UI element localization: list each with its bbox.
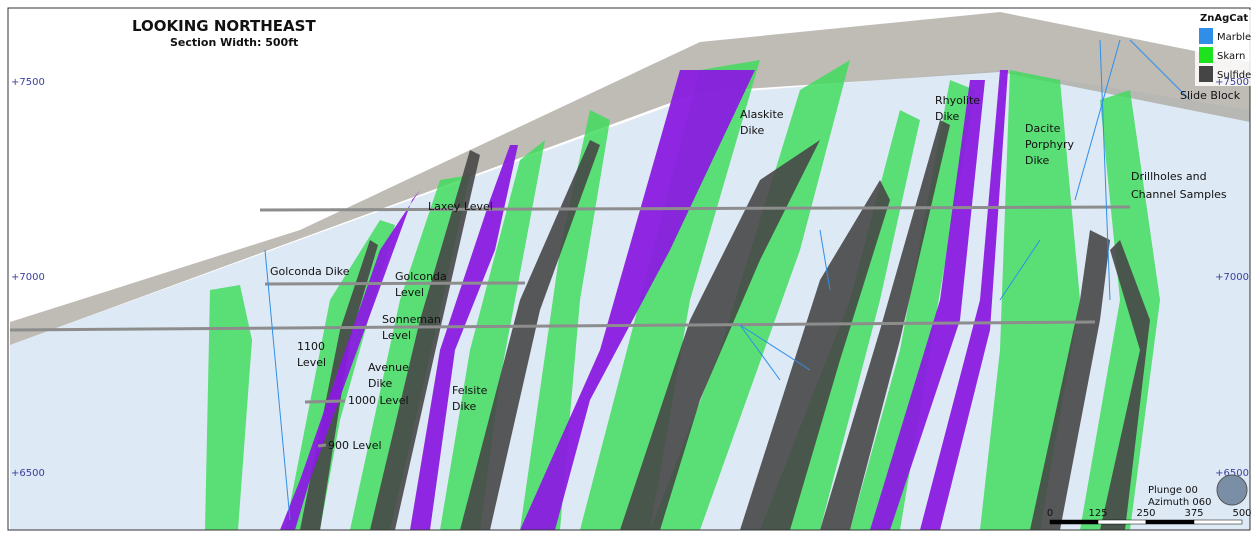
annotation: Dike: [935, 110, 960, 123]
legend-title: ZnAgCat: [1200, 13, 1248, 24]
legend-swatch: [1199, 66, 1213, 82]
annotation: 1100: [297, 340, 325, 353]
scale-segment: [1145, 519, 1195, 525]
scale-bar: 0 125 250 375 500: [1047, 508, 1252, 525]
annotation: Dacite: [1025, 122, 1061, 135]
scale-label: 375: [1184, 508, 1203, 519]
annotation: Golconda Dike: [270, 265, 350, 278]
levels: [9, 205, 1131, 448]
annotation: Dike: [740, 124, 765, 137]
annotation: 1000 Level: [348, 394, 409, 407]
frame: [7, 7, 1251, 531]
annotation: Avenue: [368, 361, 409, 374]
annotation: Rhyolite: [935, 94, 980, 107]
annotation: Drillholes and: [1131, 170, 1207, 183]
annotation: Sonneman: [382, 313, 441, 326]
annotation: Channel Samples: [1131, 188, 1227, 201]
annotation: Dike: [368, 377, 393, 390]
elevation-label: +6500: [1215, 468, 1249, 479]
legend-label: Sulfide: [1217, 70, 1251, 81]
elevation-label: +6500: [11, 468, 45, 479]
annotation: Level: [382, 329, 411, 342]
scale-label: 250: [1136, 508, 1155, 519]
compass: [1216, 474, 1248, 506]
scale-label: 0: [1047, 508, 1053, 519]
labels: Alaskite Dike Rhyolite Dike Dacite Porphyry Di…: [270, 89, 1241, 452]
annotation: Alaskite: [740, 108, 784, 121]
elevation-label: +7000: [11, 272, 45, 283]
legend-label: Marble: [1217, 32, 1251, 43]
drillholes: [264, 39, 1191, 521]
annotation: Level: [395, 286, 424, 299]
elevation-label: +7000: [1215, 272, 1249, 283]
annotation: Porphyry: [1025, 138, 1074, 151]
annotation: 900 Level: [328, 439, 382, 452]
legend-swatch: [1199, 47, 1213, 63]
elevation-label: +7500: [11, 77, 45, 88]
annotation: Dike: [452, 400, 477, 413]
legend-label: Skarn: [1217, 51, 1245, 62]
scale-segment: [1193, 519, 1243, 525]
annotation: Level: [297, 356, 326, 369]
scale-label: 500: [1232, 508, 1251, 519]
annotation: Laxey Level: [428, 200, 493, 213]
subtitle: Section Width: 500ft: [170, 36, 298, 49]
legend-items: Marble Skarn Sulfide: [1199, 28, 1251, 82]
annotation: Golconda: [395, 270, 447, 283]
annotation: Slide Block: [1180, 89, 1241, 102]
annotation: Felsite: [452, 384, 488, 397]
azimuth: Azimuth 060: [1148, 497, 1211, 508]
terrain: [10, 12, 1250, 345]
elevation-label: +7500: [1215, 77, 1249, 88]
title: LOOKING NORTHEAST: [132, 17, 316, 35]
annotation: Dike: [1025, 154, 1050, 167]
dikes: [280, 70, 1008, 530]
scale-segment: [1049, 519, 1099, 525]
plunge: Plunge 00: [1148, 485, 1198, 496]
scale-label: 125: [1088, 508, 1107, 519]
legend-swatch: [1199, 28, 1213, 44]
scale-segment: [1097, 519, 1147, 525]
